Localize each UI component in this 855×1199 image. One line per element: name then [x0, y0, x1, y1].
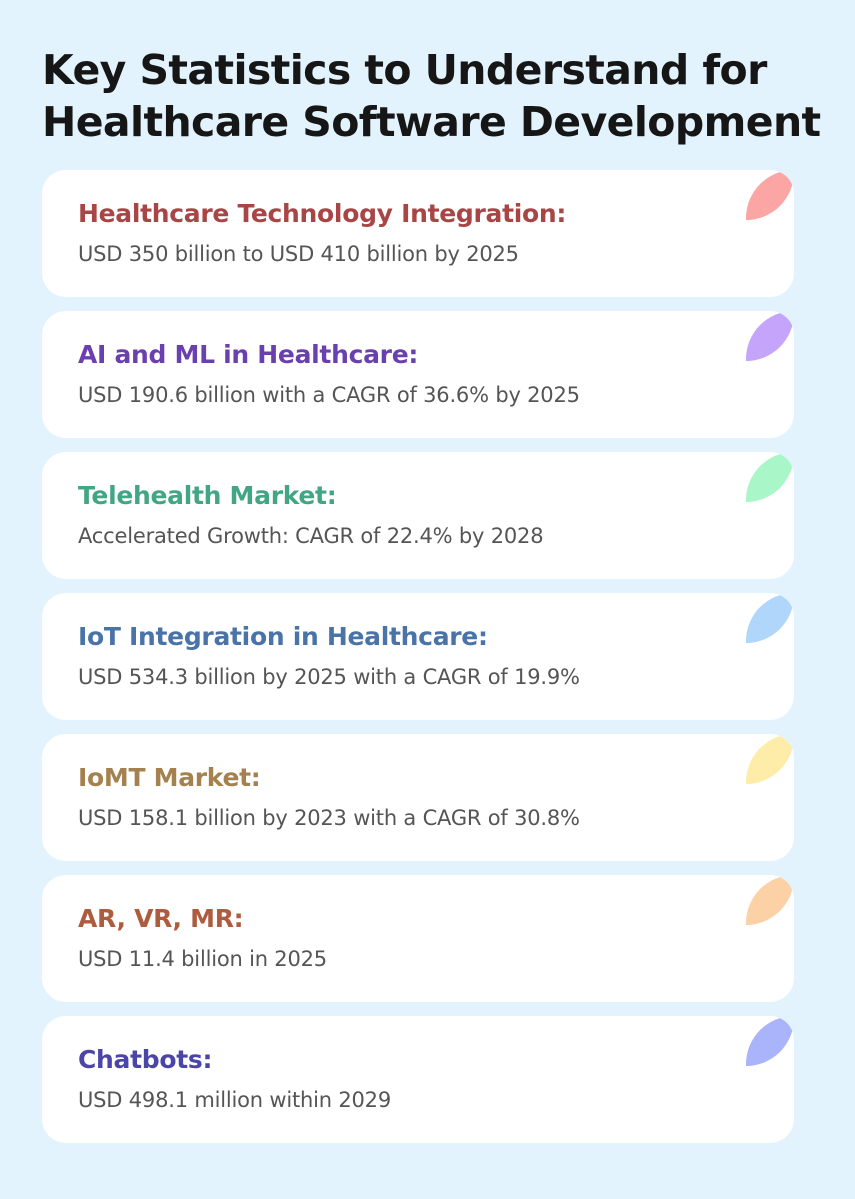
stat-heading: AI and ML in Healthcare: — [78, 340, 419, 369]
leaf-accent-icon — [746, 875, 794, 925]
stat-card-iot: IoT Integration in Healthcare: USD 534.3… — [42, 593, 794, 720]
stat-card-iomt: IoMT Market: USD 158.1 billion by 2023 w… — [42, 734, 794, 861]
stat-value: USD 190.6 billion with a CAGR of 36.6% b… — [78, 383, 580, 407]
stat-card-ar-vr-mr: AR, VR, MR: USD 11.4 billion in 2025 — [42, 875, 794, 1002]
stat-value: USD 158.1 billion by 2023 with a CAGR of… — [78, 806, 580, 830]
stat-value: USD 534.3 billion by 2025 with a CAGR of… — [78, 665, 580, 689]
stat-heading: Chatbots: — [78, 1045, 213, 1074]
stat-card-ai-ml: AI and ML in Healthcare: USD 190.6 billi… — [42, 311, 794, 438]
stat-heading: AR, VR, MR: — [78, 904, 244, 933]
stat-card-telehealth: Telehealth Market: Accelerated Growth: C… — [42, 452, 794, 579]
stat-heading: IoMT Market: — [78, 763, 261, 792]
stat-heading: IoT Integration in Healthcare: — [78, 622, 488, 651]
stats-list: Healthcare Technology Integration: USD 3… — [42, 170, 794, 1157]
leaf-accent-icon — [746, 1016, 794, 1066]
stat-card-healthcare-technology: Healthcare Technology Integration: USD 3… — [42, 170, 794, 297]
stat-card-chatbots: Chatbots: USD 498.1 million within 2029 — [42, 1016, 794, 1143]
leaf-accent-icon — [746, 734, 794, 784]
stat-value: USD 11.4 billion in 2025 — [78, 947, 327, 971]
stat-heading: Healthcare Technology Integration: — [78, 199, 567, 228]
leaf-accent-icon — [746, 311, 794, 361]
leaf-accent-icon — [746, 593, 794, 643]
stat-value: USD 498.1 million within 2029 — [78, 1088, 391, 1112]
leaf-accent-icon — [746, 452, 794, 502]
stat-value: Accelerated Growth: CAGR of 22.4% by 202… — [78, 524, 544, 548]
stat-value: USD 350 billion to USD 410 billion by 20… — [78, 242, 519, 266]
page-title: Key Statistics to Understand for Healthc… — [42, 46, 821, 146]
leaf-accent-icon — [746, 170, 794, 220]
stat-heading: Telehealth Market: — [78, 481, 337, 510]
